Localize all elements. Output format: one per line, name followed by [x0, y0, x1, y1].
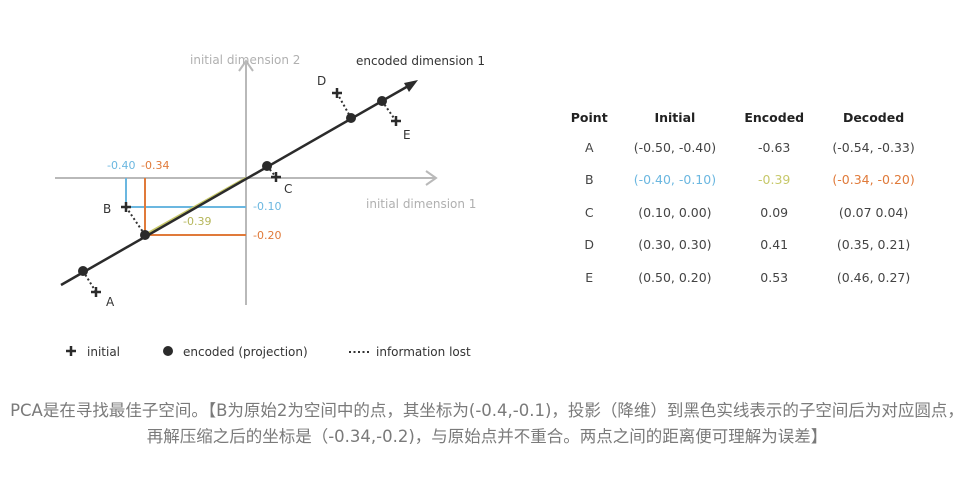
- table-header: Encoded: [744, 110, 805, 125]
- point-label-b: B: [103, 202, 111, 216]
- pca-diagram: initial dimension 1 initial dimension 2 …: [55, 53, 485, 359]
- initial-point-b-icon: [121, 202, 131, 212]
- initial-point-a-icon: [91, 287, 101, 297]
- table-row: D (0.30, 0.30) 0.41 (0.35, 0.21): [560, 229, 930, 262]
- table-header: Initial: [654, 110, 696, 125]
- pca-figure: initial dimension 1 initial dimension 2 …: [55, 53, 485, 359]
- table-cell: (0.10, 0.00): [638, 204, 712, 220]
- table-cell: (0.50, 0.20): [638, 269, 712, 285]
- encoded-label: encoded dimension 1: [356, 54, 485, 68]
- axes: initial dimension 1 initial dimension 2: [55, 53, 476, 305]
- table-cell: (0.35, 0.21): [836, 237, 911, 253]
- table-cell: (0.07 0.04): [838, 204, 909, 220]
- axis-y-label: initial dimension 2: [190, 53, 300, 67]
- table-cell: (-0.34, -0.20): [832, 172, 915, 188]
- table-cell: C: [584, 204, 594, 220]
- legend-initial: initial: [87, 345, 120, 359]
- table-cell: A: [584, 139, 594, 155]
- guide-label-oy: -0.20: [253, 229, 281, 242]
- table-cell: (-0.50, -0.40): [633, 139, 717, 155]
- guide-label-by: -0.10: [253, 200, 281, 213]
- table-row: E (0.50, 0.20) 0.53 (0.46, 0.27): [560, 261, 930, 294]
- axis-x-label: initial dimension 1: [366, 197, 476, 211]
- guide-label-proj: -0.39: [183, 215, 211, 228]
- figure-caption: PCA是在寻找最佳子空间。【B为原始2为空间中的点，其坐标为(-0.4,-0.1…: [10, 401, 964, 446]
- table-cell: 0.41: [760, 237, 789, 253]
- encoded-line: [60, 83, 411, 287]
- initial-point-e-icon: [391, 116, 401, 126]
- point-label-a: A: [106, 295, 115, 309]
- initial-point-c-icon: [271, 172, 281, 182]
- table-cell: 0.53: [760, 269, 789, 285]
- encoded-point-e: [377, 96, 387, 106]
- table-cell: E: [585, 269, 594, 285]
- table-cell: (0.30, 0.30): [638, 237, 712, 253]
- initial-point-d-icon: [332, 88, 342, 98]
- guide-label-ox: -0.34: [141, 159, 169, 172]
- table-header-row: Point Initial Encoded Decoded: [560, 104, 930, 131]
- initial-points: [91, 88, 401, 297]
- info-lost-lines: [82, 92, 397, 293]
- table-cell: B: [584, 172, 594, 188]
- guide-lines: -0.40 -0.34 -0.10 -0.20 -0.39: [107, 159, 281, 242]
- y-axis-arrow-icon: [238, 59, 254, 72]
- table-header: Point: [570, 110, 608, 125]
- point-labels: A B C D E: [103, 74, 411, 309]
- legend: initial encoded (projection) information…: [66, 345, 471, 359]
- table-cell: (0.46, 0.27): [836, 269, 911, 285]
- table-row: A (-0.50, -0.40) -0.63 (-0.54, -0.33): [560, 131, 930, 164]
- point-label-c: C: [284, 182, 292, 196]
- encoded-point-d: [346, 113, 356, 123]
- table-cell: (-0.40, -0.10): [633, 172, 717, 188]
- table-header: Decoded: [842, 110, 905, 125]
- encoded-point-b: [140, 230, 150, 240]
- table-row: B (-0.40, -0.10) -0.39 (-0.34, -0.20): [560, 164, 930, 197]
- table-cell: -0.39: [758, 172, 791, 188]
- legend-encoded: encoded (projection): [183, 345, 308, 359]
- legend-plus-icon: [66, 346, 76, 356]
- encoded-points: [78, 96, 387, 276]
- legend-lost: information lost: [376, 345, 471, 359]
- table-cell: D: [584, 237, 595, 253]
- encoded-line-arrow-icon: [404, 80, 418, 92]
- legend-dot-icon: [163, 346, 173, 356]
- table-cell: -0.63: [758, 139, 791, 155]
- guide-label-bx: -0.40: [107, 159, 135, 172]
- info-lost-b: [125, 206, 146, 236]
- encoded-point-a: [78, 266, 88, 276]
- point-label-d: D: [317, 74, 326, 88]
- encoded-point-c: [262, 161, 272, 171]
- table-row: C (0.10, 0.00) 0.09 (0.07 0.04): [560, 196, 930, 229]
- table-cell: (-0.54, -0.33): [832, 139, 915, 155]
- pca-table: Point Initial Encoded Decoded A (-0.50, …: [560, 104, 930, 294]
- x-axis-arrow-icon: [425, 170, 438, 186]
- table-cell: 0.09: [760, 204, 789, 220]
- point-label-e: E: [403, 128, 411, 142]
